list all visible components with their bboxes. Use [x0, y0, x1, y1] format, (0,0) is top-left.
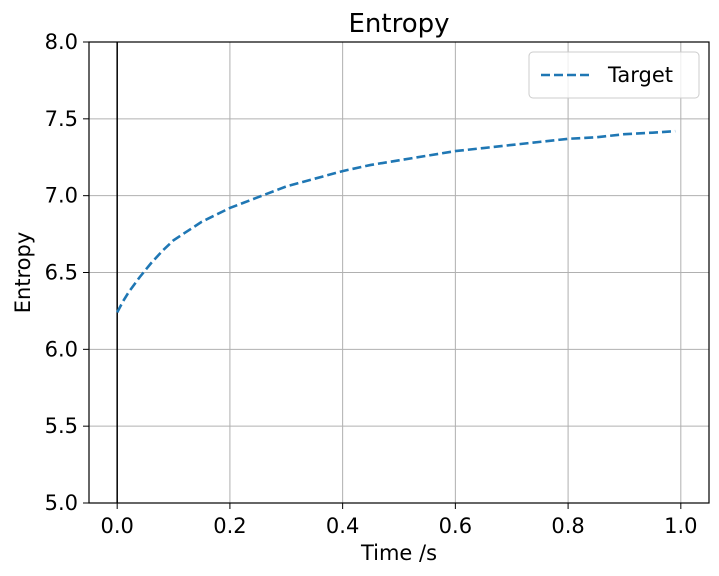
y-tick-label: 8.0 — [45, 30, 78, 54]
y-tick-label: 7.5 — [45, 107, 78, 131]
y-tick-label: 5.0 — [45, 491, 78, 515]
y-tick-label: 6.5 — [45, 261, 78, 285]
y-tick-label: 6.0 — [45, 337, 78, 361]
x-tick-label: 0.2 — [213, 514, 246, 538]
x-tick-label: 0.6 — [439, 514, 472, 538]
chart-title: Entropy — [348, 9, 449, 39]
grid-layer — [89, 41, 709, 504]
x-tick-label: 0.4 — [326, 514, 359, 538]
legend: Target — [528, 51, 700, 99]
tick-layer: 0.0 0.2 0.4 0.6 0.8 1.0 5.0 5.5 6.0 6.5 7.0 7.5 8.0 — [45, 30, 698, 538]
x-tick-label: 0.0 — [100, 514, 133, 538]
x-axis-label: Time /s — [360, 541, 437, 565]
series-line-target — [116, 129, 676, 314]
series-layer — [116, 129, 676, 314]
y-tick-label: 7.0 — [45, 184, 78, 208]
y-axis-label: Entropy — [11, 232, 35, 314]
legend-box — [528, 51, 700, 99]
x-tick-label: 1.0 — [664, 514, 697, 538]
y-tick-label: 5.5 — [45, 414, 78, 438]
x-tick-label: 0.8 — [551, 514, 584, 538]
legend-label-target: Target — [607, 63, 673, 87]
